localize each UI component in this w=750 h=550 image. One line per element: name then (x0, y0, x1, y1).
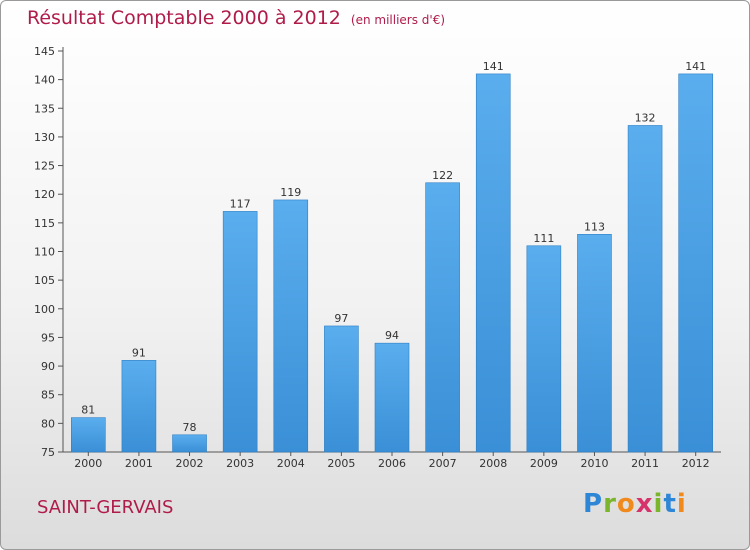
value-label-2002: 78 (183, 421, 197, 434)
y-tick-label: 120 (34, 188, 55, 201)
bar-2004 (273, 199, 309, 453)
commune-name: SAINT-GERVAIS (37, 497, 174, 518)
x-tick-label-2007: 2007 (429, 457, 457, 470)
logo-letter: t (663, 489, 677, 519)
x-tick-label-2003: 2003 (226, 457, 254, 470)
bar-2005 (324, 325, 359, 453)
x-tick-label-2011: 2011 (631, 457, 659, 470)
bar-2008 (475, 73, 511, 453)
value-label-2003: 117 (230, 197, 251, 210)
bar-2000 (71, 417, 106, 453)
x-tick-label-2009: 2009 (530, 457, 558, 470)
value-label-2011: 132 (635, 111, 656, 124)
x-tick-label-2012: 2012 (682, 457, 710, 470)
value-label-2000: 81 (81, 404, 95, 417)
y-tick-label: 135 (34, 102, 55, 115)
value-label-2012: 141 (685, 60, 706, 73)
bar-2007 (425, 182, 460, 453)
value-label-2010: 113 (584, 220, 605, 233)
logo-letter: x (635, 489, 654, 519)
x-tick-label-2002: 2002 (176, 457, 204, 470)
bar-2009 (526, 245, 562, 453)
value-label-2001: 91 (132, 346, 146, 359)
x-tick-label-2000: 2000 (74, 457, 102, 470)
logo-letter: P (583, 489, 604, 519)
chart-subtitle: (en milliers d'€) (350, 13, 446, 27)
proxiti-logo: Proxiti (583, 489, 687, 519)
y-tick-label: 90 (41, 360, 55, 373)
chart-title: Résultat Comptable 2000 à 2012 (27, 7, 341, 29)
y-tick-label: 115 (34, 217, 55, 230)
value-label-2004: 119 (280, 186, 301, 199)
logo-letter: i (676, 489, 687, 519)
x-tick-label-2004: 2004 (277, 457, 305, 470)
bar-2011 (627, 125, 663, 453)
logo-letter: o (616, 489, 636, 519)
value-label-2008: 141 (483, 60, 504, 73)
y-tick-label: 75 (41, 446, 55, 459)
value-label-2005: 97 (334, 312, 348, 325)
bar-2003 (222, 211, 258, 453)
y-tick-label: 110 (34, 246, 55, 259)
y-tick-label: 145 (34, 45, 55, 58)
y-tick-label: 105 (34, 274, 55, 287)
y-tick-label: 140 (34, 74, 55, 87)
x-tick-label-2001: 2001 (125, 457, 153, 470)
bar-2002 (172, 434, 207, 453)
value-label-2006: 94 (385, 329, 399, 342)
chart-title-block: Résultat Comptable 2000 à 2012 (en millie… (27, 7, 445, 29)
bar-2010 (577, 234, 612, 453)
logo-letter: r (603, 489, 617, 519)
y-tick-label: 125 (34, 160, 55, 173)
bar-2006 (374, 342, 410, 453)
y-tick-label: 100 (34, 303, 55, 316)
value-label-2007: 122 (432, 169, 453, 182)
x-tick-label-2005: 2005 (327, 457, 355, 470)
x-tick-label-2008: 2008 (479, 457, 507, 470)
x-tick-label-2006: 2006 (378, 457, 406, 470)
x-tick-label-2010: 2010 (580, 457, 608, 470)
y-tick-label: 80 (41, 417, 55, 430)
y-tick-label: 95 (41, 331, 55, 344)
value-label-2009: 111 (533, 232, 554, 245)
y-tick-label: 85 (41, 389, 55, 402)
bar-2001 (121, 360, 157, 453)
bar-2012 (678, 73, 713, 453)
logo-letter: i (653, 489, 664, 519)
y-tick-label: 130 (34, 131, 55, 144)
